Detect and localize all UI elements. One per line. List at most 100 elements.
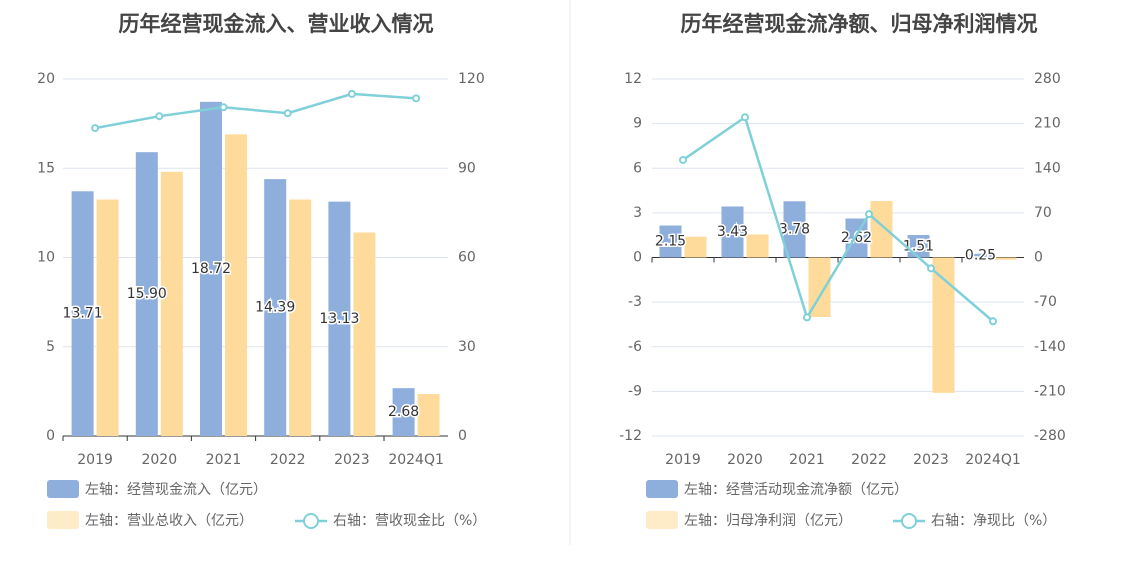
bar-data-label: 13.71	[63, 306, 103, 322]
x-axis-tick: 2022	[270, 452, 306, 468]
bar	[845, 218, 868, 258]
legend-swatch	[47, 511, 79, 529]
right-axis-tick: 60	[458, 250, 476, 266]
bar	[160, 171, 183, 436]
legend-marker	[901, 513, 917, 529]
bar-data-label: 2.68	[388, 404, 419, 420]
line-point	[155, 112, 164, 121]
chart-panel-cash-inflow-revenue: 历年经营现金流入、营业收入情况 20 120 15 90 10 60 5 30 0 0 2019 202…	[37, 12, 486, 529]
bar	[417, 394, 440, 436]
bar-data-label: 14.39	[255, 300, 295, 316]
legend-marker	[303, 513, 319, 529]
bar	[135, 152, 158, 436]
bar	[969, 253, 992, 258]
bar	[289, 199, 312, 436]
left-axis-tick: 3	[633, 205, 642, 221]
line-point	[347, 89, 356, 98]
bar	[96, 199, 119, 436]
right-axis-tick: 30	[458, 339, 476, 355]
bar	[994, 257, 1017, 260]
x-axis-tick: 2021	[789, 452, 825, 468]
legend-label: 右轴：营收现金比（%）	[333, 513, 486, 529]
legend-label: 左轴：归母净利润（亿元）	[684, 512, 852, 529]
right-axis-tick: -210	[1034, 383, 1066, 399]
line-point	[283, 109, 292, 118]
bar	[870, 200, 893, 258]
line-point	[412, 94, 421, 103]
bar	[392, 388, 415, 436]
left-axis-tick: 6	[633, 160, 642, 176]
bar-data-label: 3.43	[717, 224, 748, 240]
line-point	[91, 124, 100, 133]
chart-title: 历年经营现金流净额、归母净利润情况	[681, 12, 1038, 36]
left-axis-tick: 15	[37, 160, 55, 176]
bar	[808, 257, 831, 317]
bar-data-label: 0.25	[965, 248, 996, 264]
chart-title: 历年经营现金流入、营业收入情况	[119, 12, 434, 36]
right-axis-tick: -140	[1034, 339, 1066, 355]
right-axis-tick: 120	[458, 71, 485, 87]
left-axis-tick: 5	[46, 339, 55, 355]
left-axis-tick: 12	[624, 71, 642, 87]
bar	[264, 179, 287, 437]
right-axis-tick: 210	[1034, 116, 1061, 132]
x-axis-tick: 2019	[665, 452, 701, 468]
bar-data-label: 2.15	[655, 234, 686, 250]
legend-swatch	[646, 511, 678, 529]
bar	[684, 236, 707, 258]
right-axis-tick: 70	[1034, 205, 1052, 221]
line-point	[865, 210, 873, 219]
bar	[353, 232, 376, 436]
x-axis-tick: 2022	[851, 452, 887, 468]
bar	[746, 234, 769, 258]
left-axis-tick: -6	[628, 339, 642, 355]
line-point	[219, 103, 228, 112]
x-axis-tick: 2020	[727, 452, 763, 468]
legend-label: 左轴：经营活动现金流净额（亿元）	[684, 482, 908, 498]
bar	[328, 201, 351, 436]
left-axis-tick: 0	[46, 428, 55, 444]
x-axis-tick: 2019	[77, 452, 113, 468]
line-point	[741, 113, 749, 122]
bar-data-label: 18.72	[191, 261, 231, 277]
legend-label: 左轴：经营现金流入（亿元）	[85, 482, 267, 498]
line-point	[927, 264, 935, 273]
right-axis-tick: -280	[1034, 428, 1066, 444]
right-axis-tick: 0	[458, 428, 467, 444]
bar	[200, 101, 222, 437]
left-axis-tick: 20	[37, 71, 55, 87]
x-axis-tick: 2024Q1	[388, 452, 444, 468]
bar	[659, 225, 682, 258]
bar	[225, 134, 247, 436]
right-axis-tick: -70	[1034, 294, 1057, 310]
x-axis-tick: 2023	[334, 452, 370, 468]
left-axis-tick: 9	[633, 116, 642, 132]
x-axis-tick: 2024Q1	[965, 452, 1021, 468]
series-line	[94, 92, 417, 130]
bar	[721, 206, 744, 258]
bar-data-label: 15.90	[127, 286, 167, 302]
left-axis-tick: 10	[37, 250, 55, 266]
right-axis-tick: 90	[458, 160, 476, 176]
line-point	[989, 317, 997, 326]
x-axis-tick: 2023	[913, 452, 949, 468]
legend-label: 左轴：营业总收入（亿元）	[85, 513, 253, 529]
legend-swatch	[646, 480, 678, 498]
line-point	[803, 313, 811, 322]
chart-panel-net-cash-flow-profit: 历年经营现金流净额、归母净利润情况 12 280 9 210 6 140 3 70 0 0 -3 -70…	[619, 12, 1066, 529]
right-axis-tick: 140	[1034, 160, 1061, 176]
legend-swatch	[47, 480, 79, 498]
left-axis-tick: -12	[619, 428, 642, 444]
right-axis-tick: 280	[1034, 71, 1061, 87]
bar	[783, 201, 806, 258]
bar-data-label: 13.13	[319, 311, 359, 327]
x-axis-tick: 2021	[206, 452, 242, 468]
right-axis-tick: 0	[1034, 250, 1043, 266]
series-line	[682, 115, 994, 323]
bar	[71, 191, 94, 436]
bar-data-label: 2.62	[841, 230, 872, 246]
left-axis-tick: 0	[633, 250, 642, 266]
line-point	[679, 155, 687, 164]
